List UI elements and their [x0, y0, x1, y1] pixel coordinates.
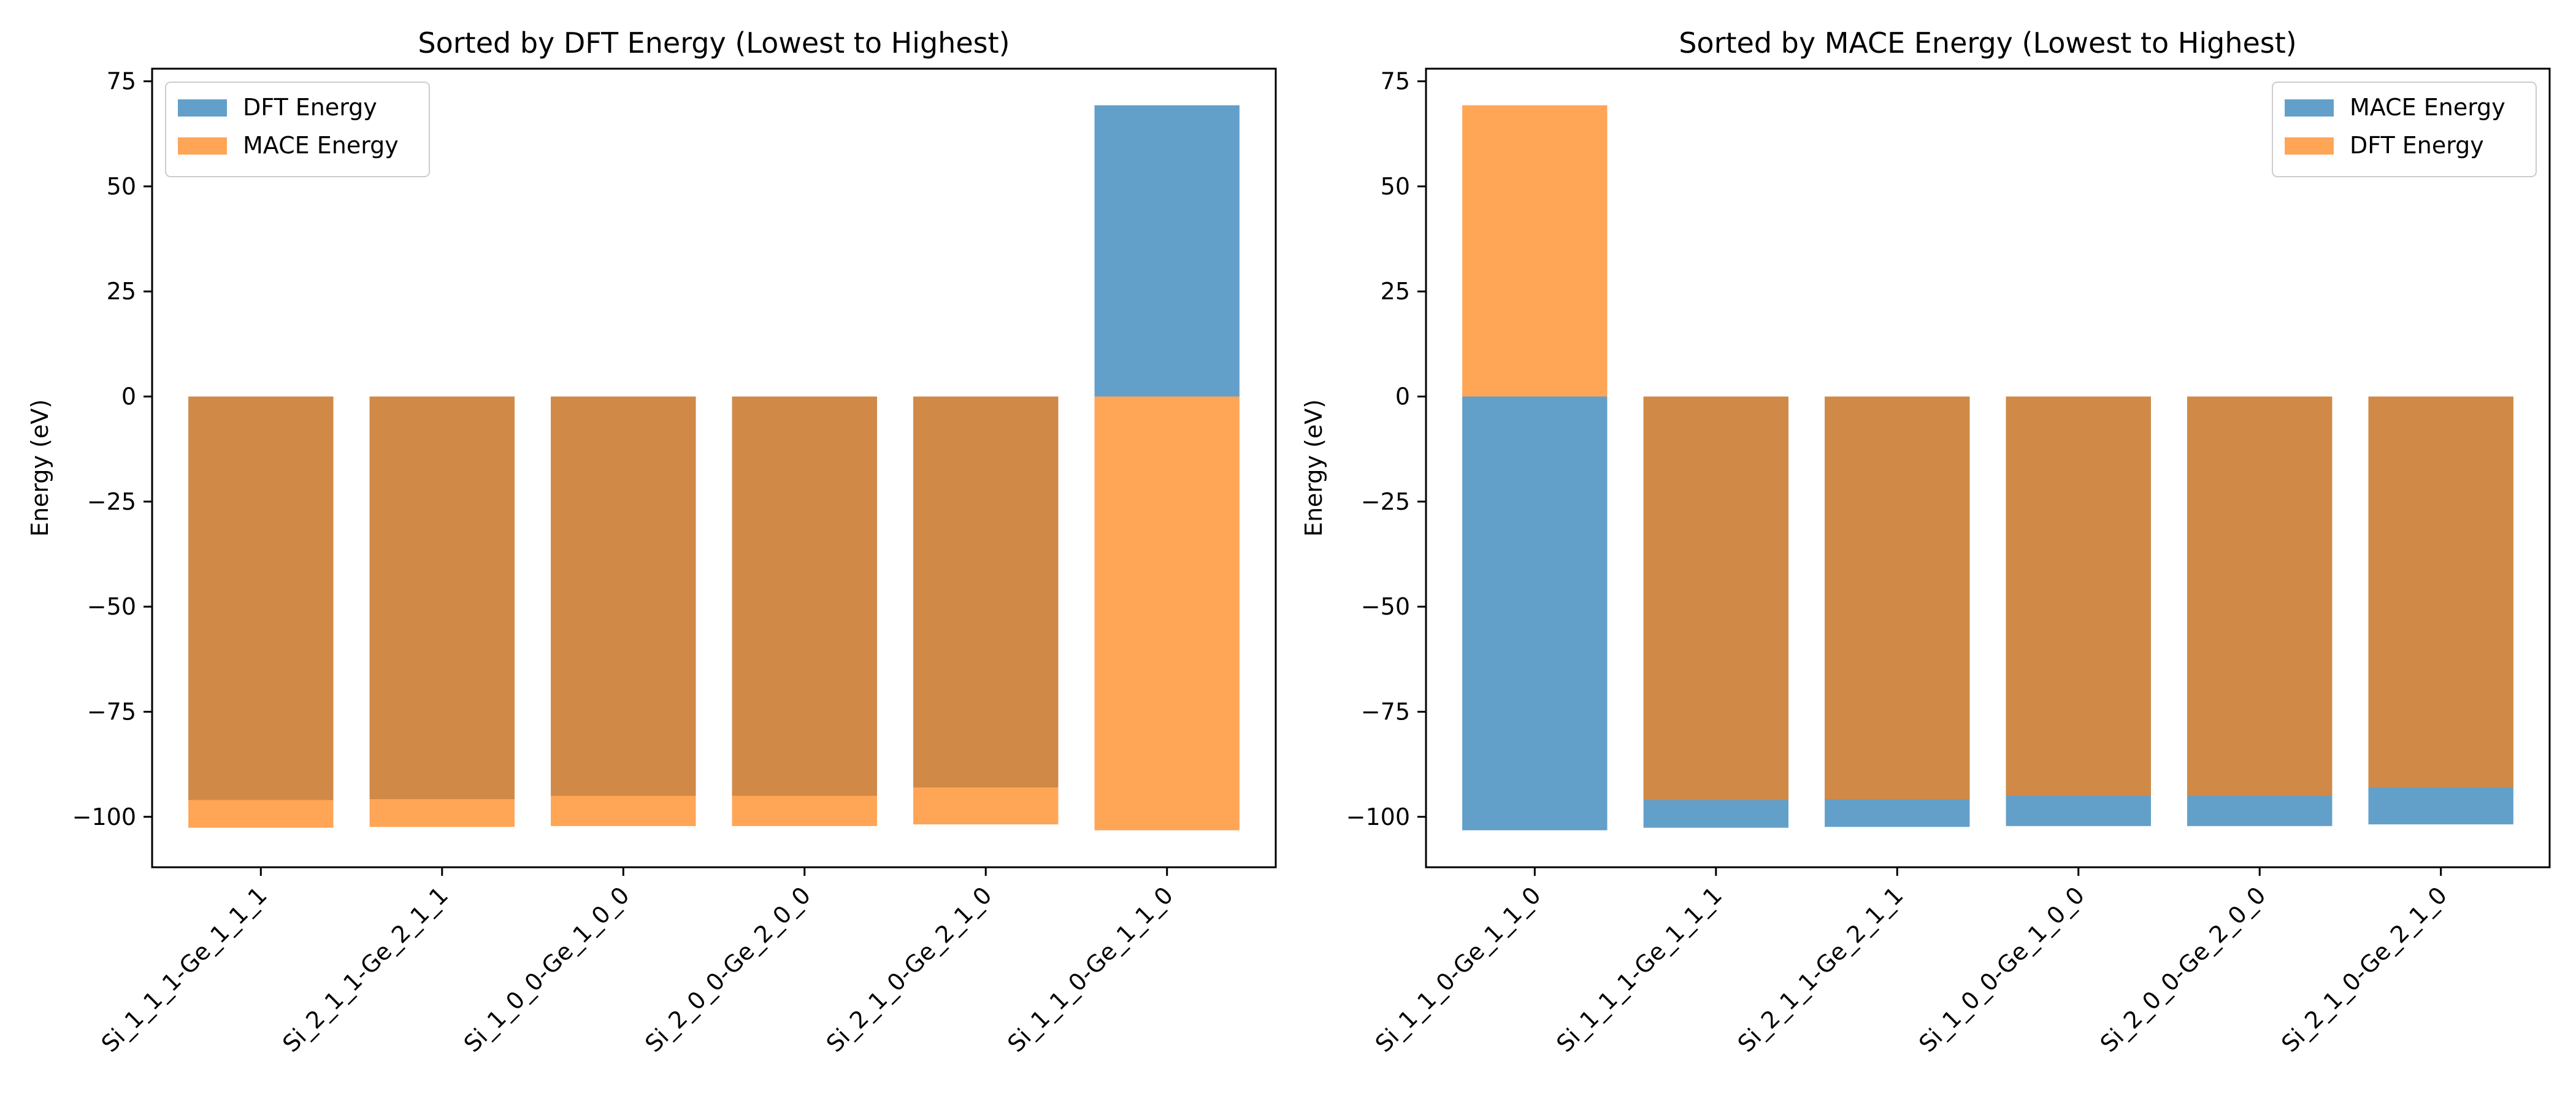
y-tick-label: 0 [1395, 383, 1410, 410]
y-tick-label: −75 [87, 698, 136, 725]
legend: DFT Energy MACE Energy [165, 82, 430, 177]
bar-dft-energy-2 [1825, 396, 1970, 799]
bar-mace-energy-0 [1462, 396, 1608, 830]
chart-title: Sorted by DFT Energy (Lowest to Highest) [418, 26, 1010, 59]
x-tick-label: Si_1_0_0-Ge_1_0_0 [459, 881, 635, 1057]
x-tick-label: Si_1_1_0-Ge_1_1_0 [1370, 881, 1546, 1057]
y-tick-label: 0 [121, 383, 136, 410]
y-tick-label: −50 [1361, 593, 1410, 620]
series-mace-energy [1462, 396, 2513, 830]
series-dft-energy [1462, 105, 2513, 800]
legend-label-dft-energy: DFT Energy [2350, 132, 2484, 159]
y-tick-label: 25 [107, 278, 136, 305]
axes-frame [151, 67, 1277, 868]
legend-label-mace-energy: MACE Energy [2350, 94, 2505, 121]
series-mace-energy [188, 396, 1240, 830]
y-tick-label: 25 [1381, 278, 1410, 305]
axes-frame [1425, 67, 2551, 868]
x-tick-label: Si_2_0_0-Ge_2_0_0 [640, 881, 816, 1057]
bar-mace-energy-0 [188, 396, 334, 828]
x-tick-label: Si_2_1_1-Ge_2_1_1 [277, 881, 453, 1057]
bar-mace-energy-5 [1094, 396, 1240, 830]
chart-mace-sorted: Sorted by MACE Energy (Lowest to Highest… [1300, 26, 2551, 1057]
y-tick-label: 50 [1381, 173, 1410, 200]
x-tick-label: Si_2_1_0-Ge_2_1_0 [2276, 881, 2452, 1057]
x-tick-label: Si_1_1_1-Ge_1_1_1 [96, 881, 272, 1057]
y-tick-label: −25 [87, 488, 136, 515]
bar-dft-energy-3 [2006, 396, 2151, 796]
y-tick-label: −100 [72, 803, 136, 830]
bar-mace-energy-1 [369, 396, 515, 827]
y-tick-label: 75 [107, 68, 136, 95]
bar-mace-energy-4 [913, 396, 1059, 825]
x-tick-label: Si_1_1_1-Ge_1_1_1 [1551, 881, 1727, 1057]
bar-dft-energy-1 [1643, 396, 1788, 800]
y-tick-label: 50 [107, 173, 136, 200]
legend-swatch-dft-energy [2285, 137, 2334, 155]
x-tick-label: Si_1_1_0-Ge_1_1_0 [1002, 881, 1178, 1057]
legend-label-dft-energy: DFT Energy [243, 94, 377, 121]
legend: MACE Energy DFT Energy [2272, 82, 2537, 177]
chart-title: Sorted by MACE Energy (Lowest to Highest… [1679, 26, 2297, 59]
legend-swatch-mace-energy [2285, 99, 2334, 117]
bar-dft-energy-5 [1094, 105, 1240, 397]
bar-mace-energy-2 [551, 396, 696, 826]
bar-mace-energy-3 [732, 396, 877, 826]
legend-swatch-mace-energy [178, 137, 227, 155]
legend-swatch-dft-energy [178, 99, 227, 117]
bar-dft-energy-5 [2368, 396, 2513, 788]
y-axis-label: Energy (eV) [1300, 399, 1327, 537]
y-tick-label: 75 [1381, 68, 1410, 95]
x-tick-label: Si_2_1_1-Ge_2_1_1 [1733, 881, 1909, 1057]
bar-dft-energy-4 [2187, 396, 2333, 796]
chart-dft-sorted: Sorted by DFT Energy (Lowest to Highest)… [26, 26, 1277, 1057]
y-tick-label: −50 [87, 593, 136, 620]
x-tick-label: Si_1_0_0-Ge_1_0_0 [1914, 881, 2090, 1057]
y-axis-label: Energy (eV) [26, 399, 53, 537]
y-tick-label: −25 [1361, 488, 1410, 515]
legend-box [2272, 82, 2537, 177]
y-tick-label: −100 [1346, 803, 1410, 830]
series-dft-energy [188, 105, 1240, 800]
x-tick-label: Si_2_1_0-Ge_2_1_0 [821, 881, 997, 1057]
x-tick-label: Si_2_0_0-Ge_2_0_0 [2095, 881, 2271, 1057]
y-tick-label: −75 [1361, 698, 1410, 725]
legend-box [165, 82, 430, 177]
bar-dft-energy-0 [1462, 105, 1608, 397]
legend-label-mace-energy: MACE Energy [243, 132, 399, 159]
